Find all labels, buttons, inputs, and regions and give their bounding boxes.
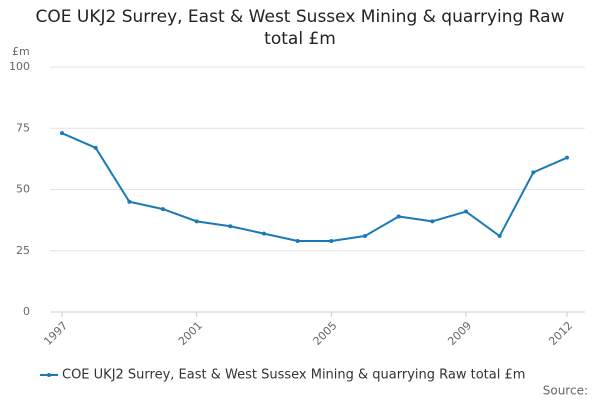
data-line: [61, 132, 568, 242]
legend-marker: [47, 373, 51, 377]
y-tick-label: 0: [23, 305, 30, 318]
x-tick-label: 1997: [41, 319, 70, 348]
y-tick-label: 25: [16, 244, 30, 257]
x-tick-label: 2001: [176, 319, 205, 348]
data-point: [194, 219, 199, 224]
data-point: [295, 238, 300, 243]
data-point: [93, 145, 98, 150]
data-point: [396, 214, 401, 219]
data-point: [60, 131, 64, 136]
data-point: [127, 199, 132, 204]
x-tick-label: 2012: [546, 319, 575, 348]
source: Source:: [543, 384, 588, 398]
data-point: [262, 231, 266, 236]
data-point: [430, 219, 435, 224]
x-tick-label: 2009: [445, 319, 474, 348]
y-axis-label: £m: [12, 45, 30, 58]
legend-label: COE UKJ2 Surrey, East & West Sussex Mini…: [62, 368, 525, 383]
chart-title: COE UKJ2 Surrey, East & West Sussex Mini…: [35, 7, 565, 49]
data-point: [329, 238, 334, 243]
data-point: [228, 224, 233, 229]
x-tick-label: 2005: [311, 319, 340, 348]
y-tick-label: 75: [16, 121, 30, 134]
data-point: [531, 170, 536, 175]
data-point: [363, 234, 367, 239]
data-point: [565, 155, 569, 160]
data-point: [161, 207, 165, 212]
y-tick-label: 50: [16, 183, 30, 196]
y-tick-label: 100: [9, 60, 30, 73]
data-point: [464, 209, 468, 214]
data-point: [497, 234, 502, 239]
